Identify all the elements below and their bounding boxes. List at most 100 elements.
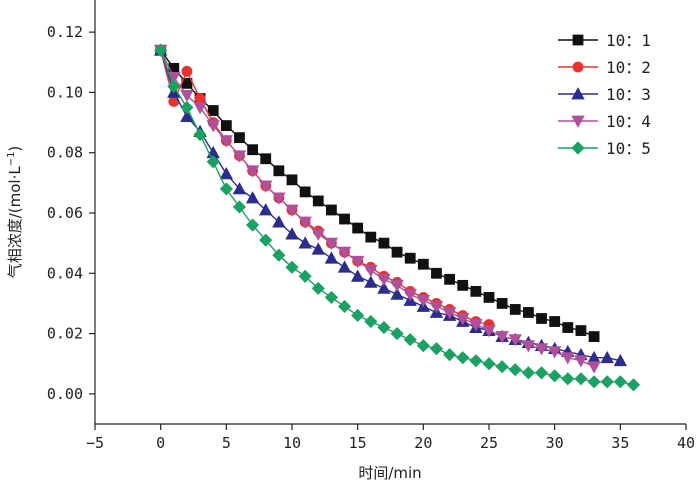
legend-entry: 10：5	[558, 139, 651, 158]
y-tick-label: 0.10	[47, 83, 83, 101]
data-point	[311, 242, 325, 255]
data-point	[534, 366, 549, 380]
data-point	[429, 342, 444, 356]
data-point	[154, 43, 168, 57]
data-point	[469, 354, 483, 368]
legend-entry: 10：3	[558, 85, 651, 104]
data-point	[364, 314, 378, 329]
legend-label: 10：1	[606, 31, 651, 50]
data-point	[574, 355, 588, 368]
data-point	[219, 135, 234, 148]
data-point	[417, 258, 429, 270]
y-tick-label: 0.12	[47, 23, 83, 41]
data-point	[600, 350, 614, 364]
data-point	[181, 65, 193, 77]
x-tick-label: 20	[414, 434, 432, 452]
data-point	[351, 308, 365, 323]
legend-marker	[571, 141, 585, 155]
data-point	[193, 128, 207, 142]
data-point	[442, 307, 457, 320]
data-point	[509, 304, 521, 315]
series-line	[160, 49, 621, 362]
series-line	[160, 49, 595, 338]
data-point	[273, 165, 285, 177]
data-point	[234, 132, 245, 144]
x-tick-label: 0	[156, 434, 165, 452]
data-point	[272, 215, 286, 228]
data-point	[521, 366, 535, 380]
data-point	[587, 361, 601, 374]
legend-marker	[571, 87, 585, 100]
data-point	[508, 334, 522, 347]
data-point	[508, 363, 522, 377]
data-point	[416, 339, 430, 353]
y-axis-title-main: 气相浓度/	[6, 212, 24, 278]
y-axis-title: 气相浓度/(mol·L−1)	[6, 146, 24, 279]
data-point	[298, 216, 312, 229]
data-point	[232, 182, 247, 195]
data-point	[168, 62, 180, 74]
data-point	[337, 260, 352, 273]
data-point	[259, 203, 273, 216]
data-point	[562, 322, 574, 333]
data-point	[285, 260, 299, 274]
data-point	[180, 90, 194, 103]
data-point	[496, 298, 508, 309]
x-tick-label: −5	[86, 434, 104, 452]
data-point	[613, 375, 627, 389]
data-point	[548, 369, 562, 383]
x-tick-label: 10	[283, 434, 301, 452]
data-point	[272, 192, 286, 205]
data-point	[403, 288, 417, 302]
data-point	[469, 319, 483, 332]
data-point	[390, 279, 404, 293]
axes-frame	[94, 0, 686, 425]
data-point	[431, 267, 442, 279]
data-point	[247, 144, 259, 156]
data-point	[495, 360, 509, 374]
y-axis-title-unit: (mol·L	[6, 166, 24, 214]
data-point	[272, 248, 286, 262]
data-point	[613, 353, 628, 367]
data-point	[587, 375, 601, 389]
data-point	[377, 273, 391, 287]
legend-label: 10：2	[606, 58, 651, 77]
data-point	[561, 372, 575, 386]
data-point	[232, 150, 247, 163]
data-point	[352, 222, 364, 234]
data-point	[312, 195, 324, 207]
data-point	[483, 291, 495, 303]
data-point	[285, 227, 299, 240]
data-point	[416, 295, 431, 308]
data-point	[482, 357, 496, 371]
data-point	[298, 269, 312, 283]
data-point	[404, 252, 416, 264]
data-point	[193, 102, 207, 115]
data-point	[547, 346, 562, 359]
data-point	[206, 155, 220, 169]
data-point	[337, 246, 352, 260]
data-point	[444, 273, 456, 285]
series-2	[155, 44, 495, 330]
data-point	[377, 281, 391, 294]
legend-entry: 10：2	[558, 58, 651, 77]
data-point	[324, 251, 339, 264]
legend-label: 10：3	[606, 85, 651, 104]
data-point	[457, 279, 469, 291]
data-point	[536, 313, 547, 324]
data-point	[206, 120, 220, 133]
y-tick-label: 0.02	[47, 325, 83, 343]
series-5	[154, 43, 641, 392]
legend-marker	[571, 115, 585, 128]
data-point	[325, 204, 337, 216]
data-point	[600, 375, 614, 389]
data-point	[403, 333, 417, 347]
legend-marker	[572, 34, 584, 46]
data-point	[286, 174, 298, 186]
data-point	[378, 237, 390, 249]
data-point	[298, 236, 312, 249]
data-point	[456, 351, 470, 365]
data-point	[534, 343, 549, 356]
data-point	[377, 320, 391, 335]
